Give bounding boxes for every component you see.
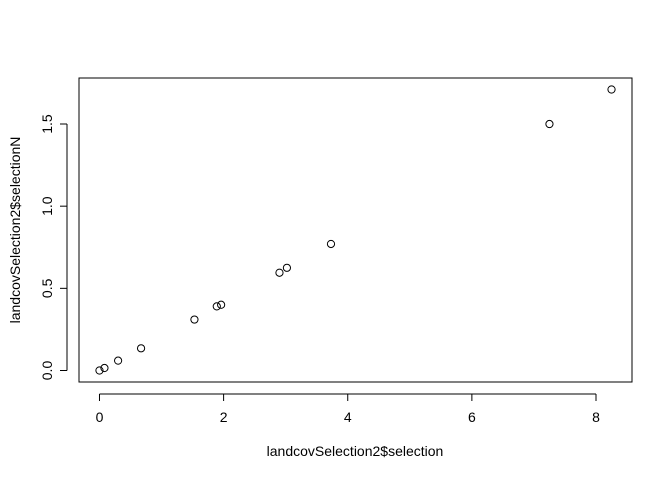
y-axis: 0.0 0.5 1.0 1.5 [39,114,68,381]
data-point [212,302,221,311]
data-point [275,268,284,277]
data-point [326,239,336,249]
data-point [190,315,199,324]
data-point [136,344,146,353]
data-point [217,300,226,309]
x-axis-label: landcovSelection2$selection [267,443,444,459]
data-point [545,119,554,129]
data-points [95,85,616,375]
x-tick-label: 0 [96,409,104,425]
data-point [100,363,109,373]
x-tick-label: 4 [344,409,352,425]
y-tick-label: 1.5 [39,114,55,134]
y-tick-label: 1.0 [39,196,55,216]
x-tick-label: 2 [220,409,228,425]
data-point [114,356,123,365]
plot-frame [78,77,633,383]
data-point [282,263,292,272]
data-point [607,85,616,94]
x-axis: 0 2 4 6 8 [96,393,600,425]
x-tick-label: 8 [592,409,600,425]
data-point [95,366,104,375]
y-tick-label: 0.5 [39,278,55,298]
x-tick-label: 6 [468,409,476,425]
y-axis-label: landcovSelection2$selectionN [7,137,23,324]
y-tick-label: 0.0 [39,361,55,381]
